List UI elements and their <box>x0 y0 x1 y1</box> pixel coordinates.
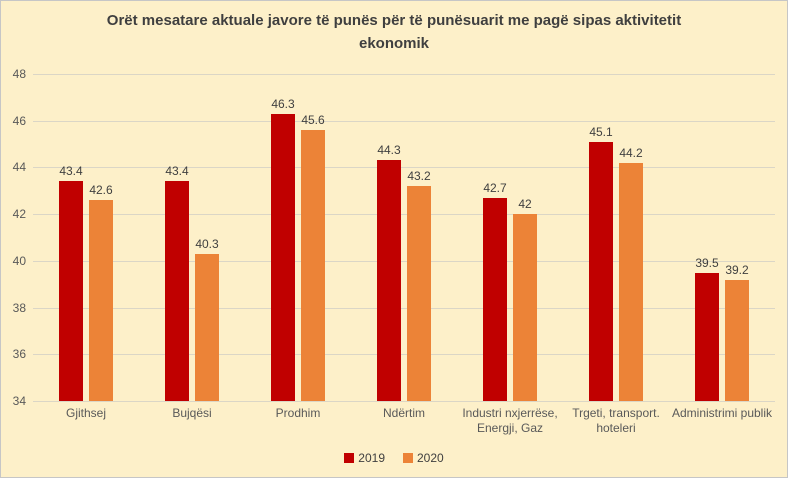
category-label-5: Trgeti, transport. hoteleri <box>572 406 660 435</box>
bar-rect-2020-0 <box>89 200 113 401</box>
bar-value-label-2020-5: 44.2 <box>619 145 643 160</box>
bar-rect-2019-0 <box>59 181 83 401</box>
bar-value-label-2020-4: 42 <box>518 197 532 212</box>
legend-label-2019: 2019 <box>358 451 385 465</box>
bar-value-label-2019-2: 46.3 <box>271 96 295 111</box>
bar-2020-1: 40.3 <box>195 237 219 401</box>
bar-rect-2020-2 <box>301 130 325 401</box>
y-tick-label-42: 42 <box>12 207 26 222</box>
gridline-36 <box>33 354 775 356</box>
bar-2020-0: 42.6 <box>89 183 113 401</box>
gridline-44 <box>33 167 775 169</box>
bar-2019-5: 45.1 <box>589 125 613 401</box>
bar-group-6: 39.5 39.2 <box>669 74 775 401</box>
category-label-4: Industri nxjerrëse, Energji, Gaz <box>462 406 558 435</box>
bar-2020-6: 39.2 <box>725 263 749 401</box>
legend-entry-2020: 2020 <box>403 452 444 464</box>
bar-2019-4: 42.7 <box>483 181 507 401</box>
bar-value-label-2019-4: 42.7 <box>483 180 507 195</box>
bar-2019-2: 46.3 <box>271 97 295 401</box>
gridline-40 <box>33 260 775 262</box>
y-tick-label-44: 44 <box>12 160 26 175</box>
bar-value-label-2019-6: 39.5 <box>695 255 719 270</box>
bar-2019-1: 43.4 <box>165 164 189 401</box>
bar-2020-2: 45.6 <box>301 113 325 401</box>
bar-rect-2020-1 <box>195 253 219 401</box>
x-axis-category-labels: Gjithsej Bujqësi Prodhim Ndërtim Industri nx… <box>33 406 775 436</box>
category-label-3: Ndërtim <box>382 406 425 420</box>
legend-label-2020: 2020 <box>417 451 444 465</box>
bar-2019-0: 43.4 <box>59 164 83 401</box>
bar-group-4: 42.7 42 <box>457 74 563 401</box>
y-tick-label-36: 36 <box>12 347 26 362</box>
bar-value-label-2019-5: 45.1 <box>589 124 613 139</box>
legend: 2019 2020 <box>1 452 787 464</box>
bar-group-2: 46.3 45.6 <box>245 74 351 401</box>
bar-rect-2019-2 <box>271 113 295 401</box>
category-label-2: Prodhim <box>275 406 321 420</box>
bar-group-1: 43.4 40.3 <box>139 74 245 401</box>
bar-rect-2019-5 <box>589 141 613 401</box>
bar-2019-3: 44.3 <box>377 143 401 401</box>
legend-swatch-icon-2019 <box>344 453 355 463</box>
bar-group-0: 43.4 42.6 <box>33 74 139 401</box>
bar-groups: 43.4 42.6 43.4 40.3 46.3 45.6 44.3 43.2 42.7 42 45… <box>33 74 775 401</box>
legend-entry-2019: 2019 <box>344 452 385 464</box>
bar-value-label-2020-3: 43.2 <box>407 169 431 184</box>
bar-rect-2020-5 <box>619 162 643 401</box>
y-tick-label-38: 38 <box>12 300 26 315</box>
y-tick-label-34: 34 <box>12 394 26 408</box>
gridline-46 <box>33 120 775 122</box>
bar-2020-5: 44.2 <box>619 146 643 401</box>
gridline-34 <box>33 401 775 402</box>
bar-2019-6: 39.5 <box>695 256 719 401</box>
chart-title-text: Orët mesatare aktuale javore të punës pë… <box>106 12 682 52</box>
bar-rect-2019-6 <box>695 272 719 401</box>
bar-rect-2020-4 <box>513 214 537 401</box>
bar-value-label-2020-2: 45.6 <box>301 113 325 128</box>
y-tick-label-40: 40 <box>12 253 26 268</box>
bar-rect-2019-4 <box>483 197 507 401</box>
bar-2020-4: 42 <box>513 197 537 401</box>
gridline-48 <box>33 74 775 75</box>
gridline-38 <box>33 307 775 309</box>
bar-value-label-2020-6: 39.2 <box>725 262 749 277</box>
bar-2020-3: 43.2 <box>407 169 431 401</box>
category-label-0: Gjithsej <box>65 406 106 420</box>
category-label-1: Bujqësi <box>172 406 212 420</box>
bar-group-3: 44.3 43.2 <box>351 74 457 401</box>
bar-rect-2019-1 <box>165 181 189 401</box>
bar-value-label-2019-0: 43.4 <box>59 164 83 179</box>
bar-rect-2020-6 <box>725 279 749 401</box>
y-tick-label-48: 48 <box>12 67 26 81</box>
bar-rect-2019-3 <box>377 160 401 401</box>
bar-group-5: 45.1 44.2 <box>563 74 669 401</box>
bar-rect-2020-3 <box>407 186 431 401</box>
legend-swatch-icon-2020 <box>403 453 413 463</box>
bar-value-label-2019-3: 44.3 <box>377 143 401 158</box>
y-tick-label-46: 46 <box>12 113 26 128</box>
bar-value-label-2020-0: 42.6 <box>89 183 113 198</box>
category-label-6: Administrimi publik <box>671 406 773 420</box>
y-axis-tick-labels: 34 36 38 40 42 44 46 48 <box>1 68 29 407</box>
gridline-42 <box>33 214 775 216</box>
bar-value-label-2020-1: 40.3 <box>195 236 219 251</box>
plot-area: 43.4 42.6 43.4 40.3 46.3 45.6 44.3 43.2 42.7 42 45… <box>33 74 775 402</box>
bar-value-label-2019-1: 43.4 <box>165 164 189 179</box>
chart-title: Orët mesatare aktuale javore të punës pë… <box>1 9 787 55</box>
